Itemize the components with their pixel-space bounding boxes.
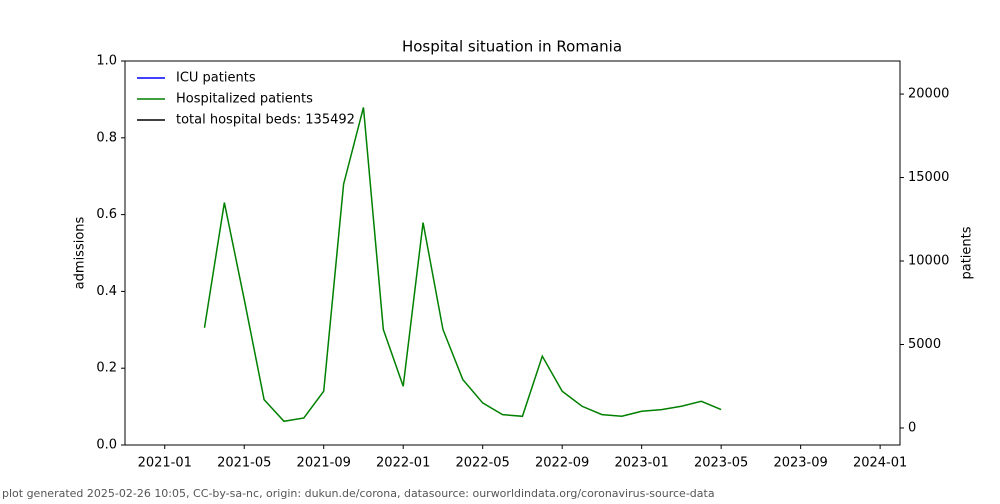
x-tick-label: 2022-01 (376, 456, 430, 471)
y-tick-label: 0.6 (96, 207, 117, 222)
x-tick-label: 2024-01 (853, 456, 907, 471)
x-tick-label: 2022-09 (535, 456, 589, 471)
x-tick-label: 2021-09 (297, 456, 351, 471)
legend-label: ICU patients (176, 71, 256, 86)
plot-frame (124, 60, 901, 446)
y2-axis-label: patients (960, 226, 975, 279)
x-tick-label: 2023-05 (694, 456, 748, 471)
x-tick-label: 2021-05 (217, 456, 271, 471)
x-tick-label: 2021-01 (138, 456, 192, 471)
x-tick-label: 2023-01 (615, 456, 669, 471)
y-tick-label: 1.0 (96, 54, 117, 69)
y2-tick-label: 20000 (908, 87, 949, 102)
y2-tick-label: 0 (908, 420, 916, 435)
chart-title: Hospital situation in Romania (402, 38, 622, 56)
footer: plot generated 2025-02-26 10:05, CC-by-s… (2, 487, 715, 500)
y-tick-label: 0.4 (96, 284, 117, 299)
y2-tick-label: 5000 (908, 337, 941, 352)
legend-label: total hospital beds: 135492 (176, 113, 355, 128)
series-line (203, 107, 722, 423)
y-tick-label: 0.0 (96, 438, 117, 453)
y2-tick-label: 15000 (908, 170, 949, 185)
legend-label: Hospitalized patients (176, 92, 313, 107)
y2-tick-label: 10000 (908, 254, 949, 269)
y-axis-label: admissions (73, 216, 88, 289)
x-tick-label: 2022-05 (456, 456, 510, 471)
y-tick-label: 0.2 (96, 361, 117, 376)
y-tick-label: 0.8 (96, 130, 117, 145)
x-tick-label: 2023-09 (773, 456, 827, 471)
